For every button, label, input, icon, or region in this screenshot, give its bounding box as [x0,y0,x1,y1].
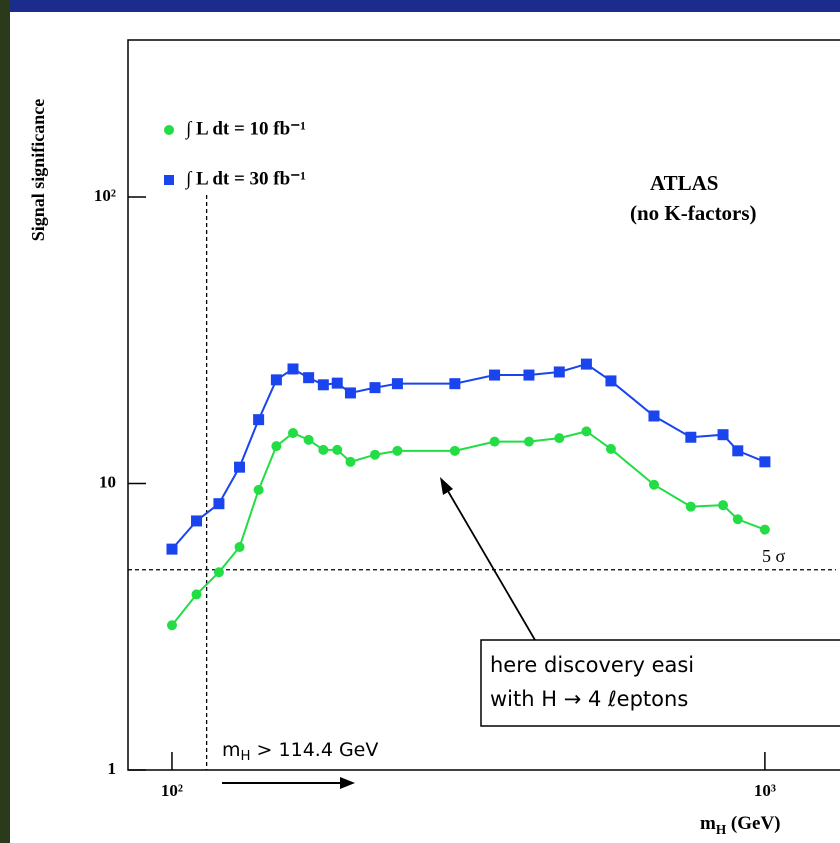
mass-limit-label-main: m [222,739,241,761]
data-point [554,433,565,444]
data-point [605,375,617,387]
x-tick-label: 10³ [754,781,776,800]
data-point [213,498,225,510]
data-point [287,363,299,375]
data-point [303,434,314,445]
data-point [523,436,534,447]
data-point [759,524,770,535]
legend-marker [164,175,174,185]
data-point [213,567,224,578]
data-point [191,589,202,600]
data-point [331,377,343,389]
data-point [685,501,696,512]
y-tick-label: 10 [99,472,116,491]
atlas-label: ATLAS [650,171,718,195]
data-point [717,429,729,441]
data-point [303,372,315,384]
slide-strip [0,0,10,843]
data-point [344,387,356,399]
data-point [253,484,264,495]
series-line [171,430,766,626]
x-tick-label: 10² [161,781,183,800]
data-point [580,358,592,370]
data-point [270,374,282,386]
five-sigma-label: 5 σ [762,546,786,566]
mass-limit-label: mH > 114.4 GeV [222,739,378,765]
data-point [523,369,535,381]
data-point [288,428,299,439]
pointer-arrow [444,485,536,641]
annotation-text: with H → 4 ℓeptons [490,687,688,711]
data-point [253,414,265,426]
data-point [718,500,729,511]
annotation-box [480,639,840,727]
data-point [345,456,356,467]
pointer-arrow-head [440,477,453,495]
data-point [332,444,343,455]
data-point [648,410,660,422]
mass-limit-label-rest: > 114.4 GeV [251,739,379,761]
slide-bar [0,0,840,12]
data-point [581,426,592,437]
x-axis-label-rest: (GeV) [726,813,780,834]
data-point [732,514,743,525]
legend-label: ∫ L dt = 10 fb⁻¹ [185,118,306,140]
mass-limit-label-sub: H [241,749,251,764]
data-point [732,445,744,457]
series-line [171,363,766,550]
x-axis-label-sub: H [716,822,727,837]
data-point [369,382,381,394]
data-point [370,449,381,460]
y-tick-label: 1 [108,759,117,778]
data-point [271,441,282,452]
data-point [449,378,461,390]
data-point [166,543,178,555]
kfactor-label: (no K-factors) [630,201,757,225]
y-axis-label: Signal significance [28,99,48,242]
limit-arrow-head [340,777,355,789]
data-point [553,366,565,378]
x-axis-label: mH (GeV) [700,813,781,837]
data-point [166,620,177,631]
data-point [318,444,329,455]
data-point [391,378,403,390]
data-point [489,369,501,381]
plot-frame [127,39,840,771]
data-point [234,461,246,473]
data-point [317,379,329,391]
data-point [759,456,771,468]
legend-marker [164,125,174,135]
data-point [489,436,500,447]
legend-label: ∫ L dt = 30 fb⁻¹ [185,168,306,190]
data-point [191,515,203,527]
data-point [648,479,659,490]
x-axis-label-main: m [700,813,716,834]
y-tick-label: 10² [94,186,116,205]
data-point [234,542,245,553]
data-point [449,445,460,456]
annotation-text: here discovery easi [490,653,694,677]
data-point [685,431,697,443]
data-point [605,443,616,454]
data-point [392,445,403,456]
